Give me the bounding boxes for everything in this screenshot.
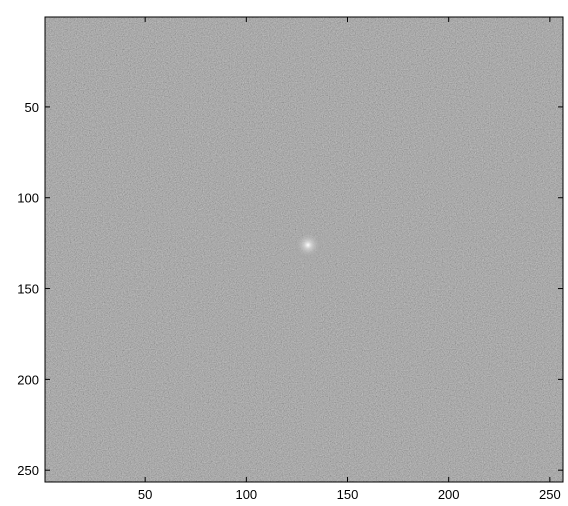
- x-tick-label: 150: [337, 487, 359, 502]
- x-tick-label: 250: [539, 487, 561, 502]
- y-tick-label: 100: [17, 191, 39, 206]
- x-tick-label: 200: [438, 487, 460, 502]
- x-tick-label: 100: [235, 487, 257, 502]
- y-tick-label: 250: [17, 463, 39, 478]
- y-tick-label: 50: [25, 100, 39, 115]
- x-tick-label: 50: [138, 487, 152, 502]
- y-tick-label: 150: [17, 282, 39, 297]
- y-tick-label: 200: [17, 372, 39, 387]
- axes-box: [44, 16, 564, 483]
- image: [45, 17, 563, 482]
